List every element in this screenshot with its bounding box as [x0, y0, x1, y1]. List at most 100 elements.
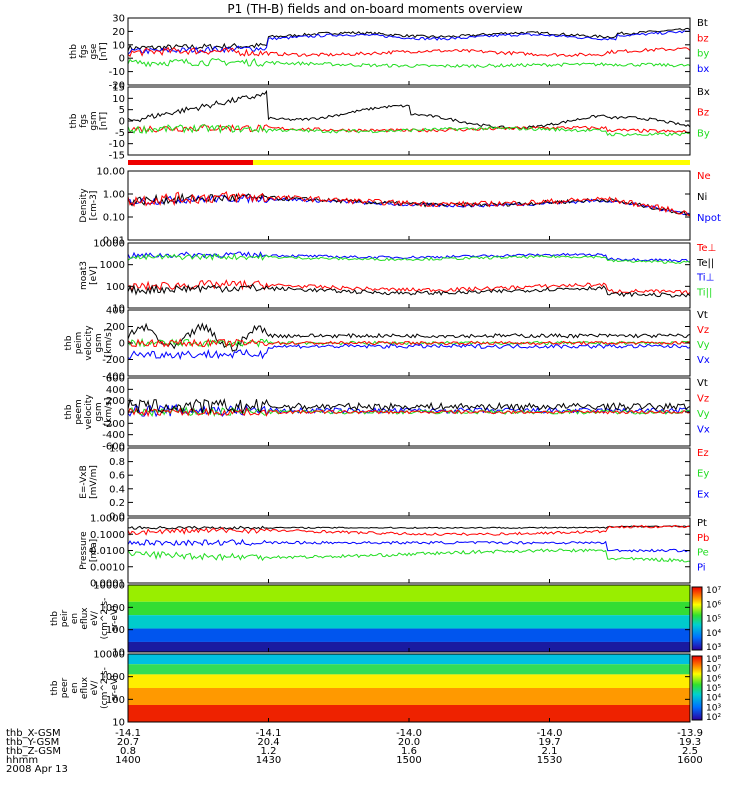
y-axis-label-line: [nPa] — [89, 539, 99, 562]
legend-entry: Ez — [697, 448, 709, 459]
footer-row-value: 19.7 — [538, 737, 561, 748]
series-bx2 — [127, 89, 691, 130]
y-tick-label: 0.0001 — [90, 579, 125, 590]
y-tick-label: -200 — [102, 419, 125, 430]
footer-row-value: 20.7 — [116, 737, 140, 748]
y-axis-label: thb fgs gsm [nT] — [69, 111, 109, 130]
legend-entry: Ex — [697, 489, 709, 500]
y-axis-label-line: gsm — [94, 333, 104, 352]
legend-entry: Pt — [697, 518, 707, 529]
y-tick-label: 10000 — [93, 581, 125, 592]
y-tick-label: -400 — [102, 430, 125, 441]
footer-row-value: 2.5 — [682, 746, 698, 757]
y-tick-label: 15 — [112, 83, 125, 94]
y-tick-label: 10 — [112, 94, 125, 105]
series-bt — [127, 27, 691, 52]
series-pi — [127, 538, 691, 553]
series-ti-perp — [127, 251, 691, 263]
y-tick-label: 1.0 — [109, 444, 125, 455]
legend-entry: Vz — [697, 394, 709, 405]
y-tick-label: 1000 — [100, 603, 125, 614]
footer-row-value: 20.4 — [257, 737, 280, 748]
legend-entry: Ey — [697, 469, 709, 480]
y-axis-label: thb peer en eflux eV/(cm^2-s-sr-eV) — [50, 667, 120, 709]
y-tick-label: 0 — [119, 54, 125, 65]
y-tick-label: 0 — [119, 408, 125, 419]
legend-entry: Npot — [697, 213, 721, 224]
footer-row-value: 19.3 — [678, 737, 702, 748]
y-axis-label: Pressure [nPa] — [79, 531, 99, 570]
y-axis-label-line: (cm^2-s- — [100, 598, 110, 640]
y-axis-label-line: eV/ — [90, 610, 100, 626]
legend-entry: By — [697, 128, 710, 139]
legend-entry: Bx — [697, 87, 710, 98]
y-axis-label: thb fgs gse [nT] — [69, 42, 109, 60]
footer-row-value: -14.0 — [396, 728, 422, 739]
colorbar-label: 10² — [706, 713, 721, 723]
y-axis-label-line: fgs — [79, 44, 89, 58]
y-axis-label-line: E=-VxB — [79, 465, 89, 499]
colorbar-label: 10⁵ — [706, 615, 721, 625]
y-tick-label: 0.0010 — [90, 562, 125, 573]
y-axis-label-line: thb — [50, 680, 60, 695]
footer-row-value: 1430 — [255, 755, 282, 766]
y-axis-label-line: moat3 — [79, 261, 89, 290]
mode-bar-fast — [128, 160, 253, 165]
footer-row-value: 1530 — [536, 755, 563, 766]
y-tick-label: 0.6 — [109, 471, 125, 482]
y-axis-label-line: [mV/m] — [89, 465, 99, 499]
y-tick-label: -15 — [109, 151, 125, 162]
footer-row-label: thb_X-GSM — [6, 728, 61, 739]
y-axis-label-line: gsm — [89, 111, 99, 130]
series-vz-e — [127, 407, 691, 418]
y-tick-label: 100 — [106, 625, 125, 636]
y-axis-label-line: [nT] — [99, 42, 109, 60]
y-axis-label-line: sr-eV) — [110, 605, 120, 631]
legend-entry: Vt — [697, 378, 708, 389]
y-tick-label: 100 — [106, 282, 125, 293]
y-axis-label-line: thb — [64, 404, 74, 419]
y-axis-label: thb peir en eflux eV/(cm^2-s-sr-eV) — [50, 598, 120, 640]
y-tick-label: 200 — [106, 396, 125, 407]
legend-entry: Bz — [697, 108, 709, 119]
footer-row-value: 20.0 — [397, 737, 421, 748]
legend-entry: Ti⊥ — [696, 273, 714, 284]
y-axis-label-line: [km/s] — [104, 329, 114, 358]
y-tick-label: 1000 — [100, 672, 125, 683]
legend-entry: by — [697, 49, 709, 60]
y-tick-label: 0.01 — [103, 236, 125, 247]
y-axis-label-line: velocity — [84, 325, 94, 361]
series-vt-i — [127, 322, 691, 352]
y-axis-label-line: [km/s] — [104, 398, 114, 427]
footer-row-label: hhmm — [6, 755, 39, 766]
y-tick-label: 0.1000 — [90, 530, 125, 541]
y-axis-label-line: [eV] — [89, 266, 99, 285]
series-by — [127, 57, 691, 69]
y-tick-label: -600 — [102, 442, 125, 453]
y-axis-label: thb peem velocity gsm [km/s] — [64, 394, 114, 430]
y-tick-label: 30 — [112, 14, 125, 25]
y-axis-label-line: gse — [89, 43, 99, 59]
y-axis-label: Density [cm-3] — [79, 188, 99, 223]
y-axis-label-line: (cm^2-s- — [100, 667, 110, 709]
legend-entry: Vx — [697, 425, 710, 436]
y-tick-label: 0 — [119, 117, 125, 128]
y-tick-label: -10 — [109, 67, 125, 78]
legend-entry: bx — [697, 64, 709, 75]
colorbar-label: 10⁷ — [706, 665, 721, 675]
legend-entry: Ni — [697, 192, 707, 203]
y-tick-label: 0 — [119, 339, 125, 350]
y-axis-label: E=-VxB [mV/m] — [79, 465, 99, 499]
colorbar-label: 10³ — [706, 703, 721, 713]
legend-entry: Bt — [697, 18, 708, 29]
y-tick-label: 400 — [106, 385, 125, 396]
y-tick-label: 0.8 — [109, 457, 125, 468]
y-axis-label-line: sr-eV) — [110, 675, 120, 701]
y-axis-label-line: peim — [74, 332, 84, 355]
y-tick-label: -10 — [109, 139, 125, 150]
colorbar-label: 10⁷ — [706, 586, 721, 596]
series-vt-e — [127, 397, 691, 415]
legend-entry: Vx — [697, 355, 710, 366]
y-axis-label-line: thb — [64, 335, 74, 350]
series-bz — [127, 46, 691, 58]
